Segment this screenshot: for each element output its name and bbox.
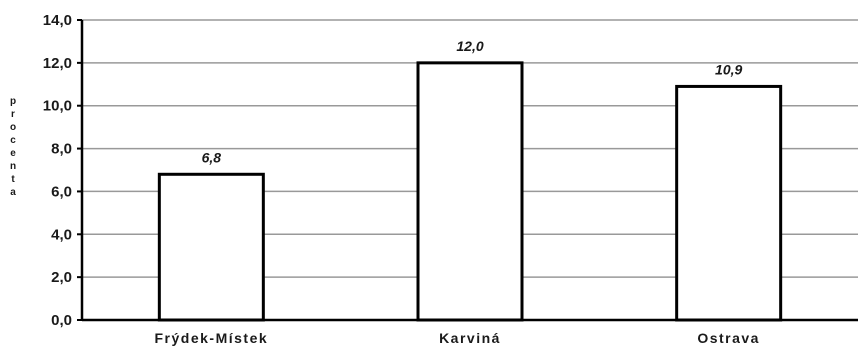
y-tick-label: 8,0 — [51, 141, 72, 158]
data-labels: 6,8 12,0 10,9 — [202, 38, 743, 165]
y-tick-label: 4,0 — [51, 226, 72, 243]
y-tick-labels: 0,0 2,0 4,0 6,0 8,0 10,0 12,0 14,0 — [43, 12, 72, 329]
y-tick-label: 0,0 — [51, 312, 72, 329]
y-tick-label: 12,0 — [43, 55, 72, 72]
category-label: Frýdek-Místek — [155, 330, 269, 346]
y-tick-label: 2,0 — [51, 269, 72, 286]
y-tick-label: 6,0 — [51, 183, 72, 200]
bar — [157, 172, 265, 322]
y-tick-label: 10,0 — [43, 98, 72, 115]
data-label: 12,0 — [456, 38, 483, 54]
data-label: 6,8 — [202, 149, 222, 165]
axes — [77, 19, 858, 322]
bar — [416, 61, 524, 322]
category-labels: Frýdek-Místek Karviná Ostrava — [155, 330, 760, 346]
bar — [675, 84, 783, 322]
bars — [157, 61, 783, 322]
data-label: 10,9 — [715, 61, 742, 77]
category-label: Karviná — [439, 330, 501, 346]
y-tick-label: 14,0 — [43, 12, 72, 29]
category-label: Ostrava — [697, 330, 760, 346]
